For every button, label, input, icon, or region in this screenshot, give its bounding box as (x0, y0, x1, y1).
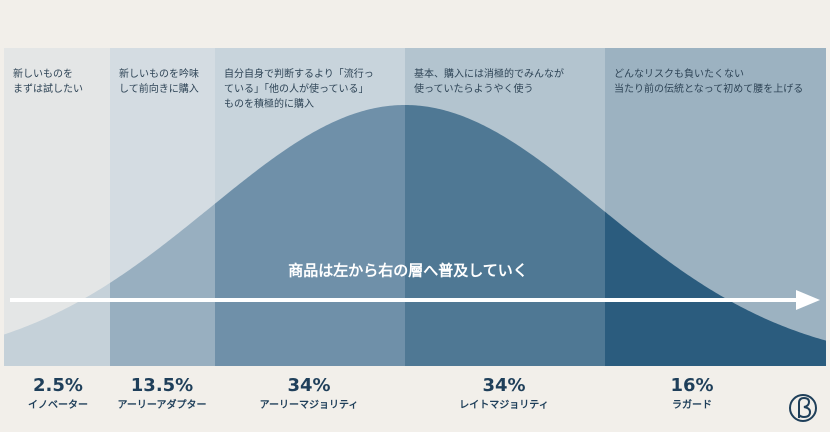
segment-name: アーリーマジョリティ (260, 399, 359, 411)
description: 使っていたらようやく使う (414, 82, 534, 95)
percentage-label: 34% (287, 375, 330, 396)
description: 新しいものを (13, 67, 73, 80)
description: 基本、購入には消極的でみんなが (414, 67, 564, 80)
logo (789, 394, 817, 422)
description: ものを積極的に購入 (224, 97, 314, 110)
segment-name: ラガード (672, 398, 712, 411)
curve-segment (605, 211, 826, 366)
description: 自分自身で判断するより「流行っ (224, 67, 374, 80)
percentage-label: 16% (670, 375, 713, 396)
description: まずは試したい (13, 82, 83, 95)
percentage-label: 34% (482, 375, 525, 396)
description: どんなリスクも負いたくない (614, 68, 744, 80)
annotation: 商品は左から右の層へ普及していく (288, 262, 528, 280)
segment-name: レイトマジョリティ (459, 399, 548, 411)
logo-circle (789, 394, 817, 422)
description: 新しいものを吟味 (119, 67, 199, 80)
description: して前向きに購入 (119, 82, 199, 95)
description: 当たり前の伝統となって初めて腰を上げる (614, 82, 803, 95)
curve-segment (4, 282, 110, 366)
segment-name: イノベーター (28, 399, 88, 411)
description: ている」「他の人が使っている」 (224, 82, 369, 95)
percentage-label: 13.5% (131, 375, 193, 396)
arrow-head (796, 290, 820, 310)
percentage-label: 2.5% (33, 375, 83, 396)
curve-segment (110, 203, 215, 366)
segment-name: アーリーアダプター (118, 398, 207, 411)
logo-mark (798, 396, 812, 419)
